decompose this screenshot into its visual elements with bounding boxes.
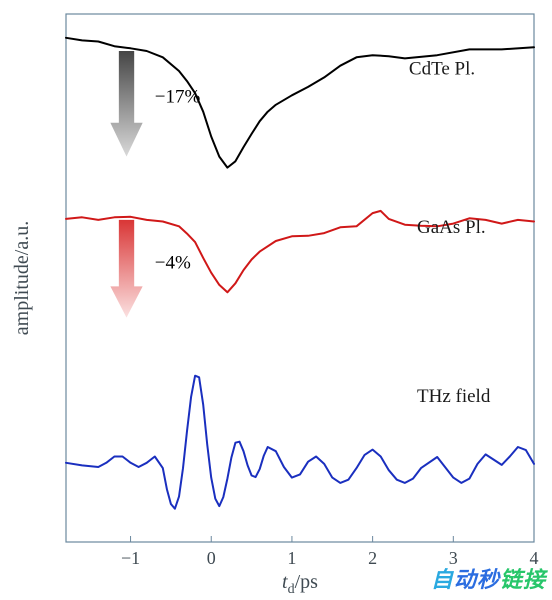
cdte-drop-annotation: −17% [155, 87, 201, 108]
gaas-label: GaAs Pl. [417, 217, 486, 238]
watermark-text: 自动秒链接 [431, 562, 546, 594]
cdte-pl-trace [66, 38, 534, 168]
y-axis-label: amplitude/a.u. [11, 221, 33, 335]
svg-text:0: 0 [207, 548, 216, 568]
svg-text:2: 2 [368, 548, 377, 568]
time-domain-plot: −101234 CdTe Pl. GaAs Pl. THz field −17%… [0, 0, 552, 600]
thz-label: THz field [417, 386, 491, 407]
plot-frame [66, 14, 534, 542]
cdte-arrow-icon [110, 51, 142, 157]
x-axis-label: td/ps [282, 571, 318, 597]
svg-text:1: 1 [287, 548, 296, 568]
svg-text:−1: −1 [121, 548, 140, 568]
gaas-arrow-icon [110, 220, 142, 318]
gaas-drop-annotation: −4% [155, 252, 191, 273]
cdte-label: CdTe Pl. [409, 59, 475, 80]
